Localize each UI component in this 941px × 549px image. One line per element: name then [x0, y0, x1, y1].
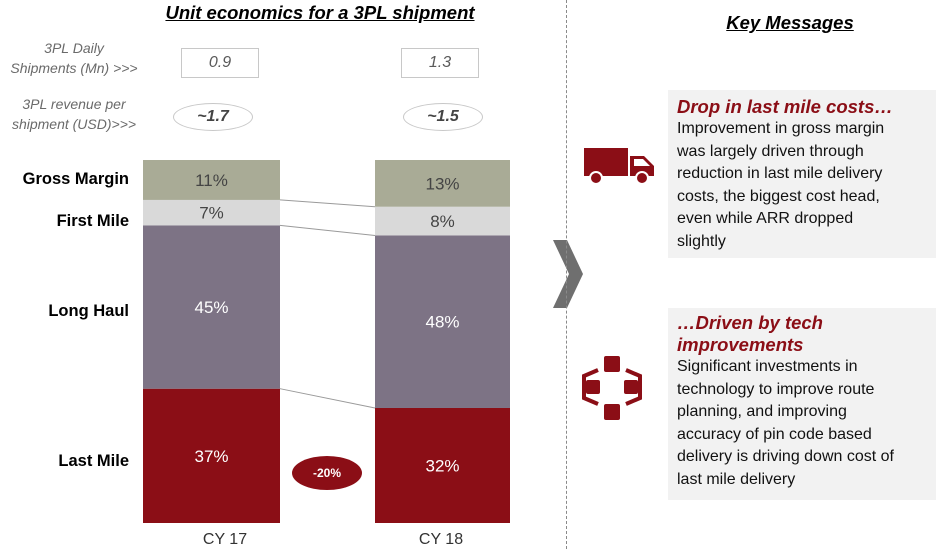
- bar-label: 32%: [425, 456, 459, 475]
- x-label-cy17: CY 17: [202, 531, 248, 548]
- bar-segment-long-haul-1: [375, 235, 510, 408]
- daily-shipments-cy17: 0.9: [181, 48, 259, 78]
- bar-segment-first-mile-0: [143, 199, 280, 226]
- bar-label: 13%: [425, 174, 459, 193]
- bar-label: 7%: [199, 204, 224, 223]
- bar-label: 11%: [195, 171, 228, 190]
- label-first-mile: First Mile: [56, 212, 129, 230]
- revenue-cy17: ~1.7: [173, 103, 253, 131]
- chart-title: Unit economics for a 3PL shipment: [165, 2, 475, 23]
- message-2-line: planning, and improving: [677, 403, 847, 420]
- segment-connector: [279, 388, 376, 409]
- bar-segment-last-mile-1: [375, 407, 510, 523]
- daily-shipments-label-line1: 3PL Daily: [44, 40, 104, 56]
- revenue-label-line2: shipment (USD)>>>: [11, 116, 137, 132]
- label-long-haul: Long Haul: [48, 302, 129, 320]
- bar-label: 48%: [425, 313, 459, 332]
- bar-segment-gross-margin-1: [375, 160, 510, 207]
- message-2-line: delivery is driving down cost of: [677, 448, 894, 465]
- message-1-line: costs, the biggest cost head,: [677, 187, 880, 205]
- message-2-line: accuracy of pin code based: [677, 425, 872, 443]
- label-last-mile: Last Mile: [58, 452, 129, 470]
- bar-segment-gross-margin-0: [143, 160, 280, 200]
- message-2-line: technology to improve route: [677, 380, 875, 398]
- message-2-body: Significant investments in technology to…: [677, 356, 936, 491]
- label-gross-margin: Gross Margin: [22, 170, 129, 188]
- change-badge: -20%: [292, 456, 362, 490]
- bar-segment-last-mile-0: [143, 388, 280, 523]
- revenue-per-shipment-label: 3PL revenue per shipment (USD)>>>: [4, 94, 144, 134]
- daily-shipments-label-line2: Shipments (Mn) >>>: [10, 60, 138, 76]
- bar-label: 8%: [430, 212, 455, 231]
- bar-segment-first-mile-1: [375, 206, 510, 236]
- segment-connector: [279, 199, 376, 208]
- bar-segment-long-haul-0: [143, 225, 280, 389]
- message-2-title-line: …Driven by tech: [677, 312, 823, 333]
- x-label-cy18: CY 18: [418, 531, 464, 548]
- message-2-title: …Driven by tech improvements: [677, 312, 936, 356]
- message-1-line: reduction in last mile delivery: [677, 165, 883, 182]
- message-1-body: Improvement in gross margin was largely …: [677, 118, 936, 253]
- message-2-line: last mile delivery: [677, 470, 796, 488]
- message-card-1: Drop in last mile costs… Improvement in …: [668, 90, 936, 258]
- daily-shipments-cy18: 1.3: [401, 48, 479, 78]
- segment-connector: [279, 224, 376, 236]
- message-1-title: Drop in last mile costs…: [677, 96, 893, 117]
- message-1-line: even while ARR dropped: [677, 210, 854, 227]
- network-icon: [582, 356, 642, 420]
- message-2-title-line: improvements: [677, 334, 804, 355]
- message-card-2: …Driven by tech improvements Significant…: [668, 308, 936, 500]
- message-1-line: was largely driven through: [677, 142, 864, 160]
- chevron-right-icon: [553, 240, 583, 308]
- revenue-label-line1: 3PL revenue per: [22, 96, 126, 112]
- bar-label: 45%: [194, 298, 228, 317]
- bar-label: 37%: [194, 447, 228, 466]
- message-2-line: Significant investments in: [677, 358, 858, 375]
- message-1-line: slightly: [677, 232, 726, 250]
- truck-icon: [584, 148, 654, 185]
- daily-shipments-label: 3PL Daily Shipments (Mn) >>>: [4, 38, 144, 78]
- section-divider: [566, 0, 567, 549]
- key-messages-title: Key Messages: [726, 12, 854, 33]
- message-1-line: Improvement in gross margin: [677, 120, 885, 137]
- revenue-cy18: ~1.5: [403, 103, 483, 131]
